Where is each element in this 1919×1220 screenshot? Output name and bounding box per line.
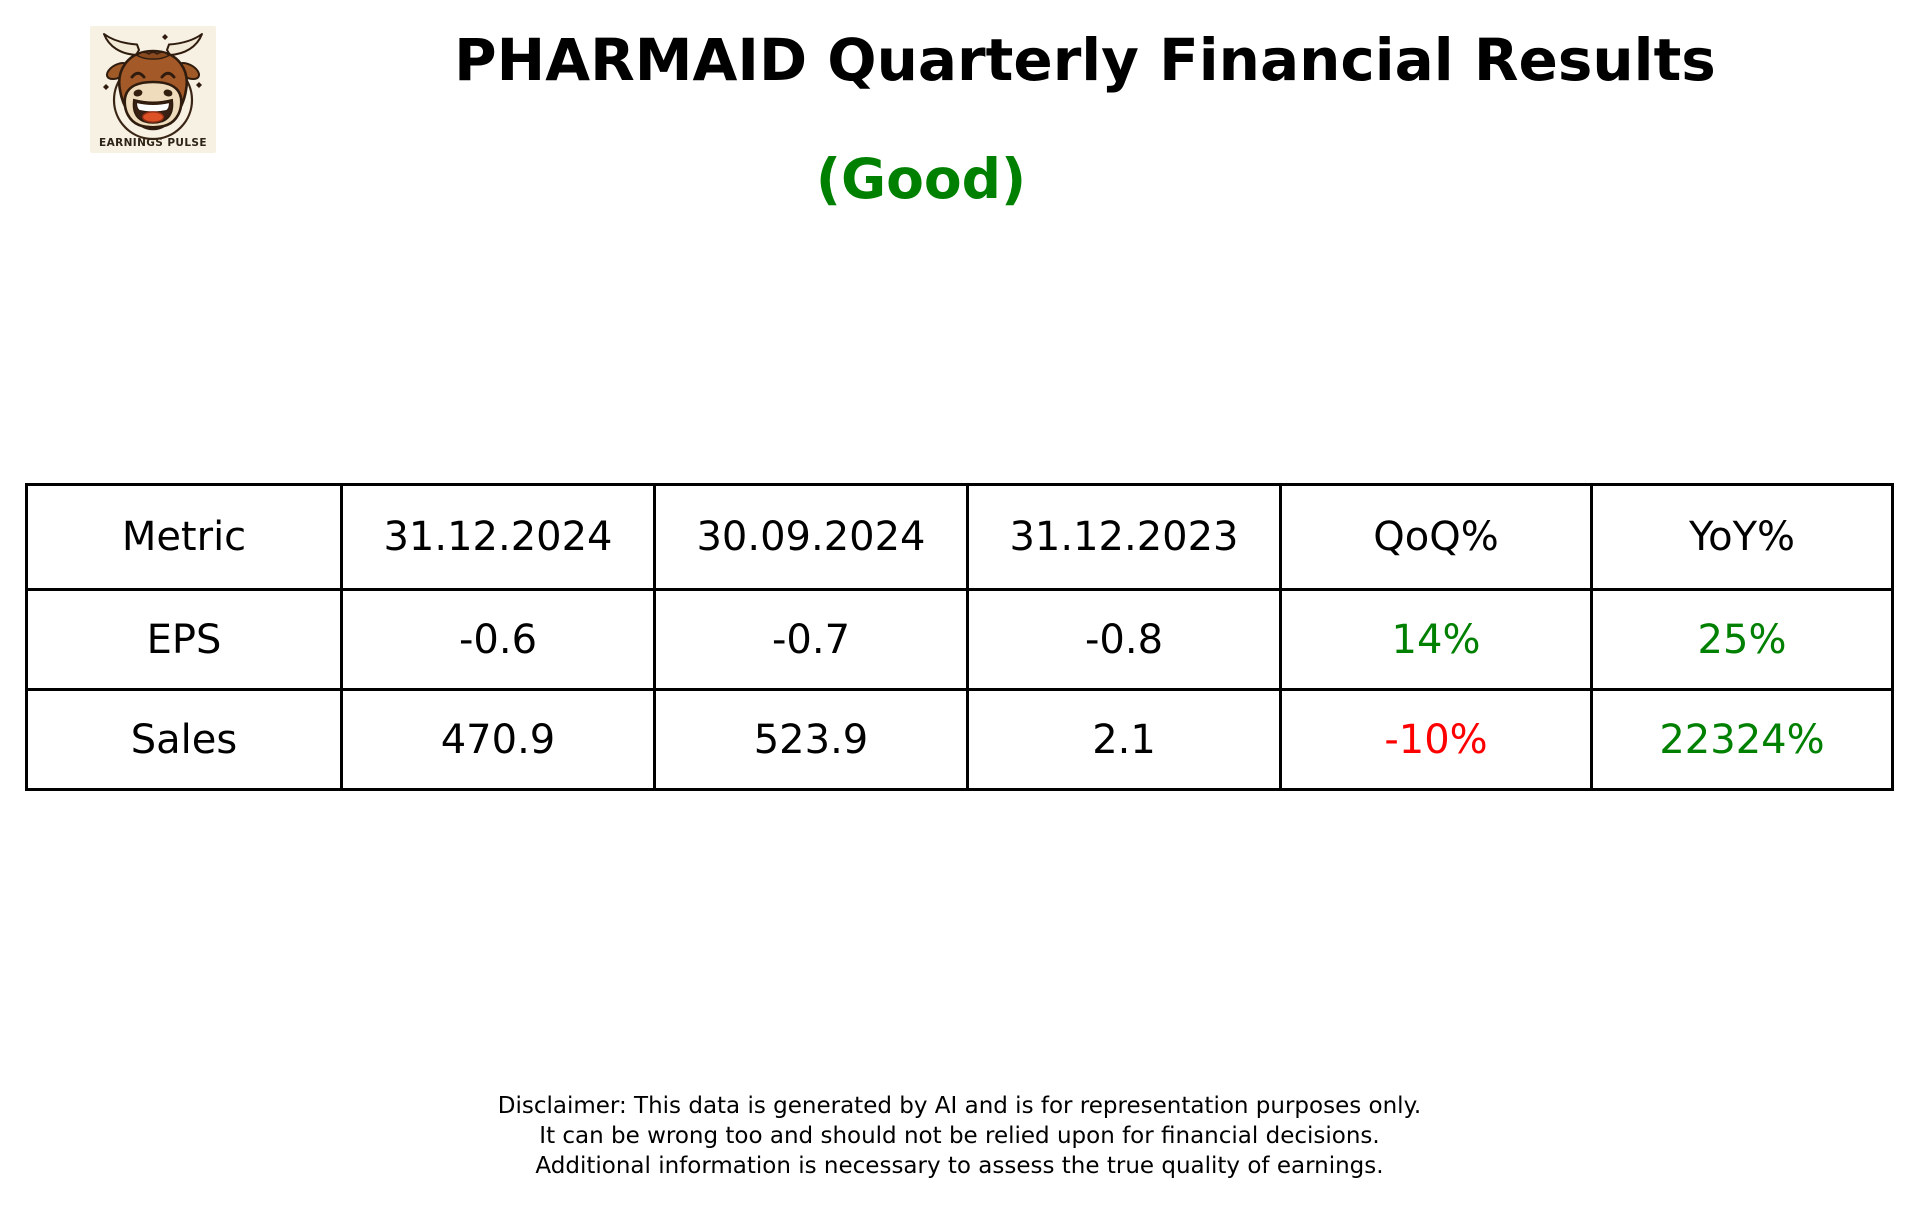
cell-value: 2.1	[966, 688, 1282, 791]
col-header-yoy: YoY%	[1590, 483, 1894, 591]
cell-yoy-pct: 22324%	[1590, 688, 1894, 791]
cell-qoq-pct: -10%	[1279, 688, 1593, 791]
cell-value: -0.8	[966, 588, 1282, 691]
cell-value: -0.7	[653, 588, 969, 691]
disclaimer: Disclaimer: This data is generated by AI…	[0, 1091, 1919, 1181]
cell-value: -0.6	[340, 588, 656, 691]
cell-qoq-pct: 14%	[1279, 588, 1593, 691]
sparkle-icon	[162, 34, 168, 40]
table-header-row: Metric 31.12.2024 30.09.2024 31.12.2023 …	[25, 483, 1894, 591]
cell-value: 470.9	[340, 688, 656, 791]
cell-metric: EPS	[25, 588, 343, 691]
table-row-sales: Sales 470.9 523.9 2.1 -10% 22324%	[25, 688, 1894, 791]
col-header-qoq: QoQ%	[1279, 483, 1593, 591]
disclaimer-line: Disclaimer: This data is generated by AI…	[497, 1093, 1422, 1119]
col-header-q-prev: 30.09.2024	[653, 483, 969, 591]
sparkle-icon	[196, 82, 202, 88]
verdict-label: (Good)	[815, 147, 1027, 211]
disclaimer-line: Additional information is necessary to a…	[535, 1153, 1384, 1179]
disclaimer-line: It can be wrong too and should not be re…	[539, 1123, 1380, 1149]
bull-mascot-icon: EARNINGS PULSE	[90, 26, 216, 153]
page-title: PHARMAID Quarterly Financial Results	[454, 26, 1716, 94]
col-header-q-yearago: 31.12.2023	[966, 483, 1282, 591]
cell-value: 523.9	[653, 688, 969, 791]
cell-yoy-pct: 25%	[1590, 588, 1894, 691]
results-table: Metric 31.12.2024 30.09.2024 31.12.2023 …	[25, 483, 1894, 791]
table-row-eps: EPS -0.6 -0.7 -0.8 14% 25%	[25, 588, 1894, 691]
earnings-pulse-logo: EARNINGS PULSE	[90, 26, 216, 153]
col-header-metric: Metric	[25, 483, 343, 591]
col-header-q-current: 31.12.2024	[340, 483, 656, 591]
sparkle-icon	[103, 84, 109, 90]
cell-metric: Sales	[25, 688, 343, 791]
logo-wordmark: EARNINGS PULSE	[99, 137, 207, 149]
